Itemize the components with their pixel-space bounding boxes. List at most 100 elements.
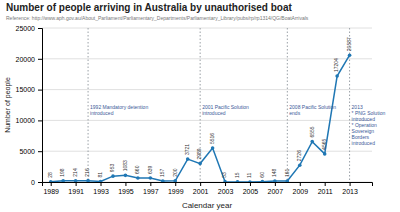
x-tick-mark: [51, 182, 52, 186]
x-axis-title: Calendar year: [182, 201, 233, 210]
data-label: 148: [271, 169, 277, 178]
y-tick-label: 15000: [16, 86, 36, 93]
x-tick-mark: [150, 182, 151, 186]
labels: 2819821421681953108366063915720037212989…: [47, 37, 385, 178]
title: Number of people arriving in Australia b…: [6, 2, 292, 13]
point: [310, 140, 314, 144]
y-tick: 5000: [19, 148, 42, 155]
annotation: 1992 Mandatory detentionintroduced: [90, 104, 148, 116]
y-axis-title: Number of people: [4, 77, 12, 133]
y-tick: 20000: [16, 56, 42, 63]
data-label: 20587: [346, 37, 352, 51]
data-label: 639: [147, 166, 153, 175]
point: [248, 180, 252, 182]
point: [261, 180, 265, 182]
x-tick: 2009: [292, 182, 308, 195]
x-tick: 1995: [118, 182, 134, 195]
x-tick: 2007: [268, 182, 284, 195]
y-tick: 15000: [16, 86, 42, 93]
point: [236, 180, 240, 182]
x-tick-mark: [76, 182, 77, 186]
y-tick-mark: [38, 59, 42, 60]
point: [161, 179, 165, 182]
x-tick: 1993: [93, 182, 109, 195]
grid-line: [42, 120, 372, 121]
annotation: 2001 Pacific Solutionintroduced: [202, 104, 249, 116]
y-tick: 0: [31, 179, 42, 186]
grid: [42, 28, 372, 182]
y-tick-mark: [38, 28, 42, 29]
x-tick-mark: [175, 182, 176, 186]
x-tick-mark: [125, 182, 126, 186]
plot: 1989199119931995199719992001200320052007…: [16, 25, 386, 195]
x-tick-mark: [225, 182, 226, 186]
y-tick-label: 5000: [19, 148, 35, 155]
y-tick-label: 25000: [16, 25, 36, 32]
point: [74, 179, 78, 182]
data-label: 5516: [209, 133, 215, 144]
y-tick-label: 0: [31, 179, 35, 186]
x-tick-mark: [200, 182, 201, 186]
data-label: 2989: [196, 148, 202, 159]
y-tick-mark: [38, 151, 42, 152]
data-label: 161: [284, 168, 290, 177]
x-tick: 2011: [318, 182, 333, 195]
subtitle: Reference: http://www.aph.gov.au/About_P…: [6, 15, 309, 21]
x-tick: 1989: [43, 182, 59, 195]
data-label: 200: [172, 168, 178, 177]
x-tick-mark: [350, 182, 351, 186]
x-tick-label: 1989: [43, 188, 59, 195]
annotation-line-text: introduced: [90, 110, 114, 116]
point: [86, 179, 90, 182]
point: [136, 176, 140, 180]
point: [49, 180, 53, 182]
data-label: 198: [59, 168, 65, 177]
point: [323, 152, 327, 156]
x-tick-label: 2005: [243, 188, 259, 195]
annotation-line: [287, 28, 288, 182]
y-tick-mark: [38, 90, 42, 91]
data-label: 953: [109, 164, 115, 173]
x-tick: 1999: [168, 182, 184, 195]
x-tick-label: 1993: [93, 188, 109, 195]
point: [335, 74, 339, 78]
point: [124, 174, 128, 178]
data-label: 2726: [296, 150, 302, 161]
point: [273, 179, 277, 182]
x-tick-mark: [250, 182, 251, 186]
x-tick: 2005: [243, 182, 259, 195]
chart: Number of people arriving in Australia b…: [0, 0, 400, 212]
data-label: 1083: [122, 160, 128, 171]
x-tick-label: 1997: [143, 188, 159, 195]
annotation: 2013* PNG Solutionintroduced* OperationS…: [352, 104, 386, 146]
marks: [49, 28, 351, 182]
point: [223, 180, 227, 182]
point: [298, 163, 302, 167]
y-tick-mark: [38, 120, 42, 121]
annotation-line-text: introduced: [352, 140, 376, 146]
y-tick-mark: [38, 182, 42, 183]
y-axis: 0500010000150002000025000: [16, 25, 43, 186]
data-label: 17204: [333, 58, 339, 72]
x-tick-mark: [275, 182, 276, 186]
grid-line: [42, 28, 372, 29]
grid-line: [42, 89, 372, 90]
x-tick-label: 2011: [318, 188, 333, 195]
point: [348, 53, 352, 57]
point: [173, 179, 177, 182]
data-label: 157: [159, 168, 165, 177]
data-label: 81: [97, 172, 103, 178]
data-label: 53: [221, 172, 227, 178]
y-axis-line: [38, 29, 43, 183]
point: [211, 146, 215, 150]
y-tick: 25000: [16, 25, 42, 32]
x-tick-label: 2013: [342, 188, 358, 195]
x-tick: 1991: [68, 182, 84, 195]
point: [111, 174, 115, 178]
point: [286, 179, 290, 182]
x-tick-label: 2003: [218, 188, 234, 195]
point: [61, 179, 65, 182]
grid-line: [42, 58, 372, 59]
data-label: 216: [84, 168, 90, 177]
data-label: 60: [259, 172, 265, 178]
